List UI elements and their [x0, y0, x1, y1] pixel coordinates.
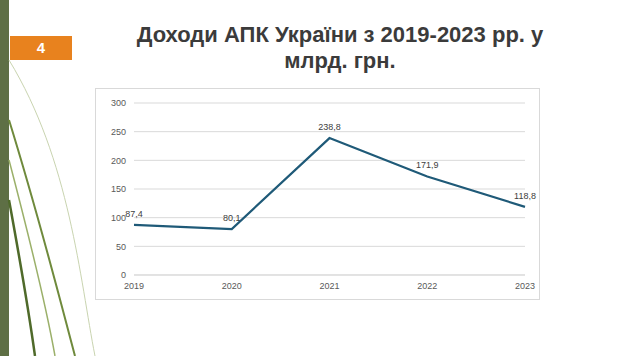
svg-text:2019: 2019	[124, 281, 144, 291]
svg-text:2021: 2021	[319, 281, 339, 291]
svg-text:2020: 2020	[222, 281, 242, 291]
svg-text:250: 250	[111, 127, 126, 137]
svg-text:150: 150	[111, 184, 126, 194]
svg-text:100: 100	[111, 213, 126, 223]
svg-text:300: 300	[111, 98, 126, 108]
html-text:Доходи АПК України з 2019-2023: Доходи АПК України з 2019-2023 рр. у млр…	[136, 22, 544, 73]
svg-text:118,8: 118,8	[514, 191, 536, 201]
svg-text:4: 4	[37, 39, 46, 56]
svg-text:238,8: 238,8	[318, 122, 341, 132]
svg-text:200: 200	[111, 156, 126, 166]
svg-text:171,9: 171,9	[416, 160, 439, 170]
svg-text:2023: 2023	[515, 281, 535, 291]
svg-text:0: 0	[121, 270, 126, 280]
svg-text:2022: 2022	[417, 281, 437, 291]
svg-text:87,4: 87,4	[125, 209, 143, 219]
svg-text:80,1: 80,1	[223, 213, 241, 223]
svg-text:50: 50	[116, 242, 126, 252]
